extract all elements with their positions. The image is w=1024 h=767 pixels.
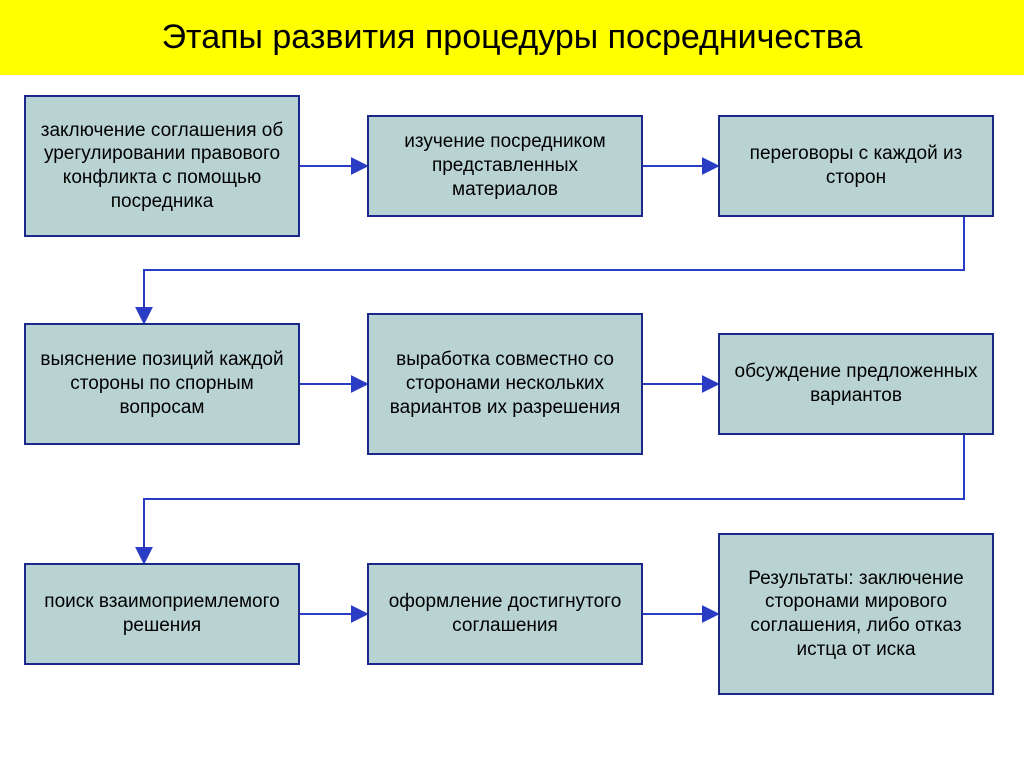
title-bar: Этапы развития процедуры посредничества: [0, 0, 1024, 75]
flow-node-n1: заключение соглашения об урегулировании …: [24, 95, 300, 237]
flow-node-n3: переговоры с каждой из сторон: [718, 115, 994, 217]
flow-node-label: изучение посредником представленных мате…: [379, 130, 631, 201]
page-title: Этапы развития процедуры посредничества: [10, 18, 1014, 57]
flow-node-label: Результаты: заключение сторонами мировог…: [730, 567, 982, 662]
flowchart-canvas: заключение соглашения об урегулировании …: [0, 75, 1024, 762]
flow-node-label: обсуждение предложенных вариантов: [730, 360, 982, 408]
flow-node-n6: обсуждение предложенных вариантов: [718, 333, 994, 435]
flow-node-n2: изучение посредником представленных мате…: [367, 115, 643, 217]
flow-node-n9: Результаты: заключение сторонами мировог…: [718, 533, 994, 695]
flow-node-label: выяснение позиций каждой стороны по спор…: [36, 348, 288, 419]
flow-node-n4: выяснение позиций каждой стороны по спор…: [24, 323, 300, 445]
flow-node-n8: оформление достигнутого соглашения: [367, 563, 643, 665]
flow-node-label: оформление достигнутого соглашения: [379, 590, 631, 638]
flow-node-n5: выработка совместно со сторонами несколь…: [367, 313, 643, 455]
flow-node-n7: поиск взаимоприемлемого решения: [24, 563, 300, 665]
flow-node-label: переговоры с каждой из сторон: [730, 142, 982, 190]
flow-node-label: поиск взаимоприемлемого решения: [36, 590, 288, 638]
flow-node-label: заключение соглашения об урегулировании …: [36, 119, 288, 214]
flow-node-label: выработка совместно со сторонами несколь…: [379, 348, 631, 419]
